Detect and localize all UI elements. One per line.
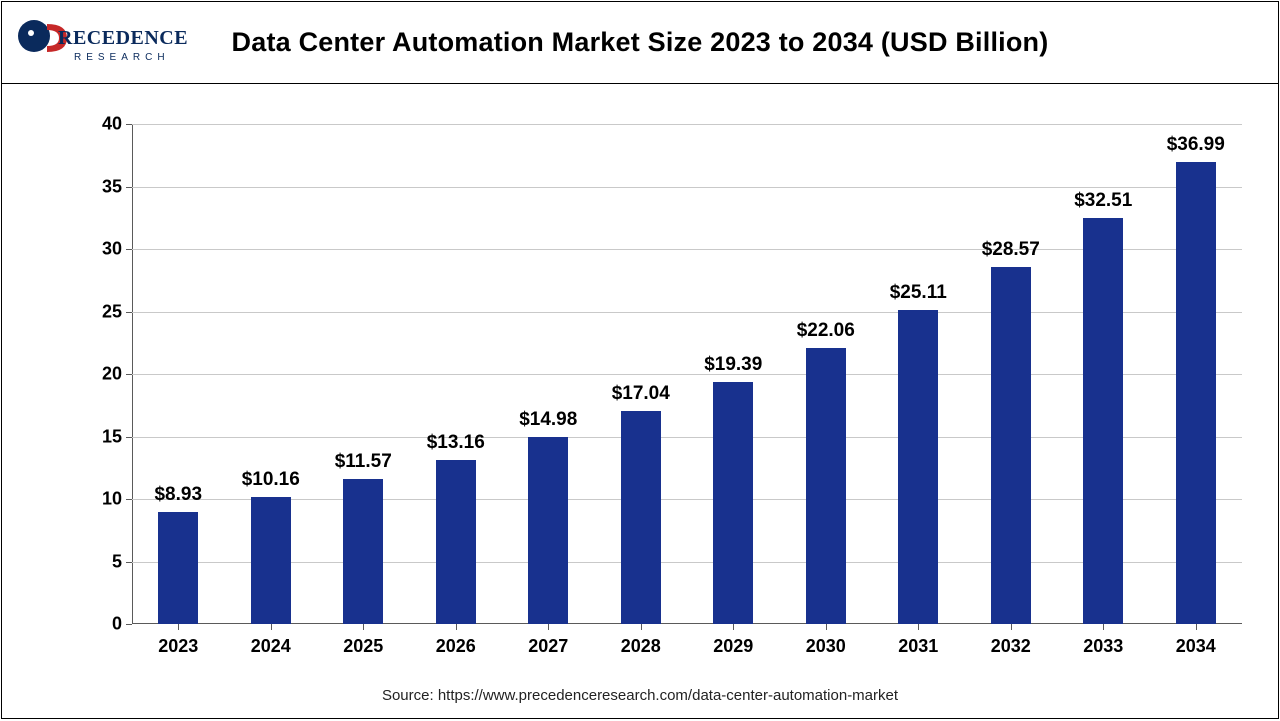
y-tick-label: 40 [82,114,132,135]
bar [251,497,291,624]
x-tick-mark [1103,624,1104,630]
bar [1176,162,1216,624]
y-tick-label: 20 [82,364,132,385]
x-tick-label: 2029 [713,636,753,657]
svg-text:RECEDENCE: RECEDENCE [58,27,188,49]
y-tick-label: 10 [82,489,132,510]
grid-line [132,374,1242,375]
header: RECEDENCE RESEARCH Data Center Automatio… [2,2,1278,84]
plot-region: 0510152025303540$8.932023$10.162024$11.5… [132,124,1242,624]
x-tick-label: 2031 [898,636,938,657]
x-tick-mark [918,624,919,630]
y-tick-mark [126,249,132,250]
x-tick-label: 2033 [1083,636,1123,657]
y-tick-label: 15 [82,426,132,447]
chart-area: 0510152025303540$8.932023$10.162024$11.5… [2,84,1278,681]
y-tick-label: 30 [82,239,132,260]
x-axis [132,623,1242,624]
y-tick-mark [126,562,132,563]
bar-value-label: $28.57 [982,239,1040,261]
y-tick-mark [126,437,132,438]
grid-line [132,437,1242,438]
y-tick-label: 0 [82,614,132,635]
x-tick-mark [456,624,457,630]
y-tick-mark [126,374,132,375]
bar [898,310,938,624]
bar [991,267,1031,624]
y-tick-mark [126,624,132,625]
grid-line [132,187,1242,188]
svg-text:RESEARCH: RESEARCH [74,52,170,63]
grid-line [132,499,1242,500]
x-tick-mark [826,624,827,630]
x-tick-label: 2032 [991,636,1031,657]
x-tick-label: 2027 [528,636,568,657]
y-tick-label: 35 [82,176,132,197]
bar [158,512,198,624]
grid-line [132,562,1242,563]
precedence-logo-icon: RECEDENCE RESEARCH [16,14,206,70]
x-tick-mark [363,624,364,630]
x-tick-mark [641,624,642,630]
x-tick-label: 2030 [806,636,846,657]
bar [528,437,568,624]
grid-line [132,312,1242,313]
y-tick-label: 5 [82,551,132,572]
brand-logo: RECEDENCE RESEARCH [16,14,206,70]
bar [806,348,846,624]
bar-value-label: $8.93 [154,484,202,506]
bar [713,382,753,624]
bar-value-label: $17.04 [612,383,670,405]
source-caption: Source: https://www.precedenceresearch.c… [2,681,1278,718]
x-tick-label: 2026 [436,636,476,657]
x-tick-label: 2023 [158,636,198,657]
x-tick-label: 2024 [251,636,291,657]
bar-value-label: $11.57 [335,451,392,473]
bar-value-label: $19.39 [704,354,762,376]
bar [343,479,383,624]
x-tick-mark [1011,624,1012,630]
x-tick-mark [733,624,734,630]
bar [1083,218,1123,624]
bar-value-label: $25.11 [890,282,947,304]
y-tick-mark [126,124,132,125]
bar [436,460,476,625]
x-tick-mark [548,624,549,630]
x-tick-label: 2034 [1176,636,1216,657]
y-tick-mark [126,187,132,188]
bar-value-label: $13.16 [427,432,485,454]
grid-line [132,124,1242,125]
y-tick-mark [126,312,132,313]
y-tick-label: 25 [82,301,132,322]
bar-value-label: $32.51 [1074,190,1132,212]
bar-value-label: $22.06 [797,320,855,342]
grid-line [132,249,1242,250]
x-tick-mark [178,624,179,630]
y-tick-mark [126,499,132,500]
x-tick-mark [271,624,272,630]
chart-container: RECEDENCE RESEARCH Data Center Automatio… [1,1,1279,719]
bar-value-label: $14.98 [519,409,577,431]
x-tick-mark [1196,624,1197,630]
bar-value-label: $10.16 [242,469,300,491]
x-tick-label: 2025 [343,636,383,657]
bar [621,411,661,624]
x-tick-label: 2028 [621,636,661,657]
bar-value-label: $36.99 [1167,134,1225,156]
